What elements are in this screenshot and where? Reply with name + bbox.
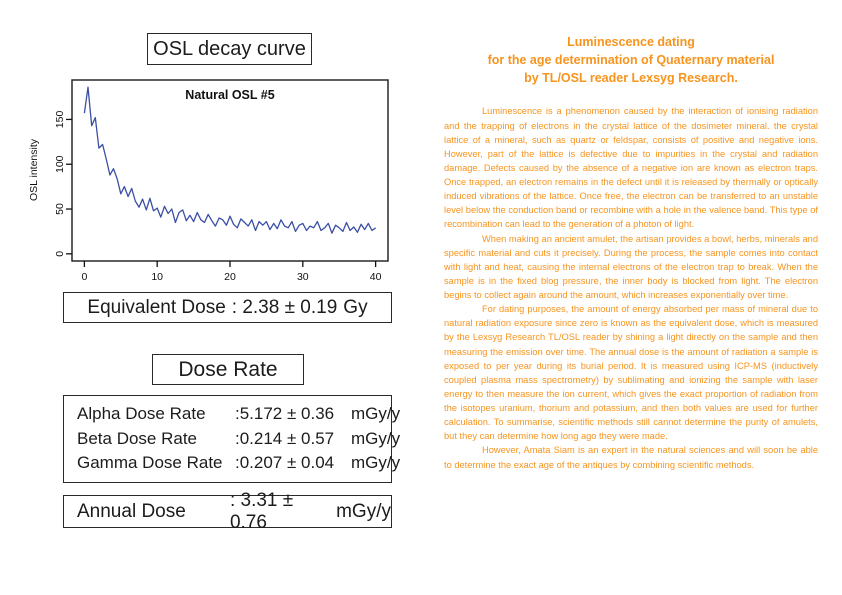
table-row: Gamma Dose Rate :0.207 ± 0.04 mGy/y: [77, 451, 400, 476]
body-paragraph: Luminescence is a phenomenon caused by t…: [444, 106, 818, 230]
article-title-line-1: Luminescence dating: [567, 35, 695, 49]
body-paragraph: When making an ancient amulet, the artis…: [444, 233, 818, 301]
gamma-dose-rate-value: :0.207 ± 0.04: [235, 453, 335, 473]
article-body: Luminescence is a phenomenon caused by t…: [444, 104, 818, 471]
osl-decay-chart-svg: Natural OSL #5 OSL intensity 0 10 20 30 40 0…: [28, 79, 389, 283]
beta-dose-rate-value: :0.214 ± 0.57: [235, 428, 335, 448]
svg-text:10: 10: [151, 271, 163, 283]
body-paragraph: For dating purposes, the amount of energ…: [444, 304, 818, 442]
dose-rate-title-box: Dose Rate: [152, 354, 304, 385]
equivalent-dose-value: : 2.38 ± 0.19: [231, 296, 338, 318]
svg-text:40: 40: [370, 271, 382, 283]
article-title: Luminescence dating for the age determin…: [444, 33, 818, 87]
svg-text:20: 20: [224, 271, 236, 283]
chart-title: Natural OSL #5: [185, 88, 274, 102]
svg-text:100: 100: [54, 155, 66, 173]
svg-text:30: 30: [297, 271, 309, 283]
svg-text:50: 50: [54, 203, 66, 215]
x-axis-ticks: 0 10 20 30 40: [81, 261, 382, 283]
decay-curve-line: [83, 86, 376, 234]
osl-decay-curve-title-box: OSL decay curve: [147, 33, 312, 65]
osl-decay-curve-title: OSL decay curve: [153, 37, 306, 60]
table-row: Alpha Dose Rate :5.172 ± 0.36 mGy/y: [77, 402, 400, 427]
dose-rates-table: Alpha Dose Rate :5.172 ± 0.36 mGy/y Beta…: [63, 395, 400, 483]
table-row: Beta Dose Rate :0.214 ± 0.57 mGy/y: [77, 427, 400, 452]
right-panel: Luminescence dating for the age determin…: [444, 33, 818, 472]
alpha-dose-rate-value: :5.172 ± 0.36: [235, 404, 335, 424]
alpha-dose-rate-unit: mGy/y: [351, 404, 401, 424]
body-paragraph: However, Amata Siam is an expert in the …: [444, 445, 818, 470]
equivalent-dose-unit: Gy: [343, 296, 368, 318]
dose-rate-title: Dose Rate: [178, 357, 278, 381]
y-axis-ticks: 0 50 100 150: [54, 111, 72, 257]
gamma-dose-rate-unit: mGy/y: [351, 453, 401, 473]
equivalent-dose-box: Equivalent Dose : 2.38 ± 0.19 Gy: [63, 292, 392, 323]
article-title-line-3: by TL/OSL reader Lexsyg Research.: [524, 71, 738, 86]
annual-dose-label: Annual Dose: [77, 500, 186, 522]
osl-decay-chart: Natural OSL #5 OSL intensity 0 10 20 30 40 0…: [24, 66, 408, 288]
gamma-dose-rate-label: Gamma Dose Rate: [77, 453, 223, 473]
svg-text:150: 150: [54, 111, 66, 129]
beta-dose-rate-label: Beta Dose Rate: [77, 428, 198, 448]
annual-dose-value: : 3.31 ± 0.76: [229, 489, 294, 533]
svg-text:0: 0: [81, 271, 87, 283]
y-axis-label: OSL intensity: [28, 138, 40, 201]
alpha-dose-rate-label: Alpha Dose Rate: [77, 404, 206, 424]
article-title-line-2: for the age determination of Quaternary …: [487, 53, 775, 68]
beta-dose-rate-unit: mGy/y: [351, 428, 401, 448]
annual-dose-unit: mGy/y: [336, 500, 391, 522]
annual-dose-box: Annual Dose : 3.31 ± 0.76 mGy/y: [63, 490, 392, 533]
equivalent-dose-label: Equivalent Dose: [87, 296, 226, 318]
chart-frame: [71, 79, 389, 262]
svg-text:0: 0: [54, 251, 66, 257]
